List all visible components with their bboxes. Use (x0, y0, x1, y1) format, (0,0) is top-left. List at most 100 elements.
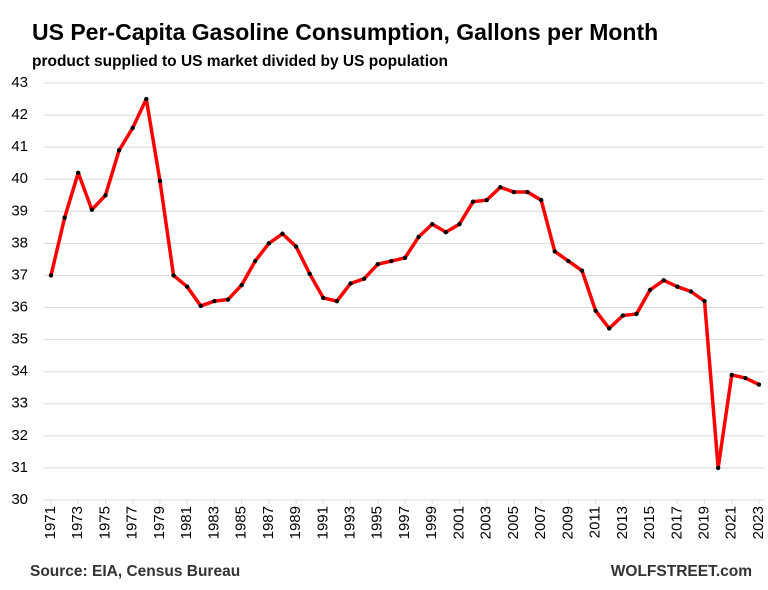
data-point (89, 207, 95, 212)
data-point (538, 197, 544, 203)
data-point (715, 465, 721, 471)
x-tick-label: 2019 (696, 506, 713, 539)
data-point (293, 244, 299, 249)
x-tick-label: 1979 (151, 506, 168, 539)
data-point (48, 273, 54, 278)
x-tick-label: 2011 (587, 506, 604, 538)
y-tick-label: 31 (11, 459, 28, 476)
x-tick-label: 1997 (396, 506, 413, 539)
data-point (348, 281, 353, 286)
data-point (511, 189, 517, 195)
data-point (661, 278, 666, 283)
x-tick-label: 2023 (750, 506, 767, 539)
y-tick-label: 32 (11, 427, 28, 444)
source: Source: EIA, Census Bureau (30, 563, 240, 580)
x-tick-label: 1999 (423, 506, 440, 539)
y-tick-label: 39 (11, 202, 28, 219)
y-tick-label: 42 (11, 106, 28, 123)
data-point (552, 249, 557, 254)
y-tick-label: 41 (11, 138, 28, 155)
data-point (171, 273, 176, 278)
data-point (756, 382, 762, 387)
x-tick-label: 2009 (559, 506, 576, 539)
x-tick-label: 2017 (668, 506, 685, 539)
data-point (375, 262, 380, 267)
data-point (62, 215, 67, 220)
data-point (76, 170, 81, 176)
data-point (361, 276, 367, 281)
data-point (321, 295, 326, 301)
data-point (743, 375, 748, 381)
data-point (130, 125, 135, 131)
y-tick-label: 40 (11, 170, 28, 187)
data-point (647, 287, 653, 293)
brand: WOLFSTREET.com (611, 563, 752, 580)
x-tick-label: 1989 (287, 506, 304, 539)
data-point (225, 297, 231, 302)
data-point (103, 193, 108, 198)
x-tick-label: 1973 (69, 506, 86, 539)
x-tick-label: 1981 (178, 506, 195, 539)
data-point (253, 258, 258, 264)
x-tick-label: 2013 (614, 506, 631, 539)
y-tick-label: 38 (11, 234, 28, 251)
data-point (729, 372, 734, 378)
data-point (498, 185, 503, 190)
data-point (525, 189, 530, 195)
y-tick-label: 34 (11, 363, 28, 380)
data-point (144, 96, 149, 102)
y-tick-label: 30 (11, 491, 28, 508)
data-point (307, 271, 312, 277)
data-point (430, 221, 435, 227)
data-point (184, 284, 190, 289)
x-tick-label: 1987 (260, 506, 277, 539)
data-point (688, 289, 694, 294)
x-tick-label: 1995 (369, 506, 386, 539)
x-tick-label: 1977 (124, 506, 141, 539)
data-point (266, 241, 272, 246)
x-tick-label: 2015 (641, 506, 658, 539)
y-tick-label: 33 (11, 395, 28, 412)
data-point (579, 268, 585, 273)
x-tick-label: 1985 (233, 506, 250, 539)
x-tick-label: 2021 (723, 506, 740, 539)
data-point (402, 255, 408, 261)
data-point (334, 298, 340, 304)
data-point (620, 313, 626, 318)
y-tick-label: 35 (11, 331, 28, 348)
data-point (416, 234, 421, 240)
data-point (157, 178, 163, 184)
x-tick-label: 2003 (478, 506, 495, 539)
data-point (280, 231, 285, 236)
x-tick-label: 1971 (42, 506, 59, 539)
x-tick-label: 2005 (505, 506, 522, 539)
data-point (212, 298, 217, 304)
x-tick-label: 1991 (314, 506, 331, 539)
data-point (470, 199, 476, 204)
data-point (239, 282, 244, 288)
data-point (593, 308, 598, 313)
chart-title: US Per-Capita Gasoline Consumption, Gall… (32, 19, 658, 45)
x-tick-label: 1983 (205, 506, 222, 539)
data-point (198, 303, 203, 309)
data-point (116, 148, 122, 153)
data-point (702, 298, 707, 304)
data-point (457, 221, 462, 227)
data-point (566, 258, 571, 264)
x-tick-label: 2001 (450, 506, 467, 539)
y-tick-label: 37 (11, 266, 28, 283)
data-point (634, 311, 639, 317)
data-point (389, 258, 394, 264)
x-tick-label: 1975 (96, 506, 113, 539)
data-point (484, 197, 489, 203)
data-point (675, 284, 680, 289)
y-tick-label: 36 (11, 299, 28, 316)
data-point (443, 229, 449, 235)
chart-subtitle: product supplied to US market divided by… (32, 53, 448, 70)
y-tick-label: 43 (11, 74, 28, 91)
data-line (49, 97, 760, 470)
x-tick-label: 1993 (342, 506, 359, 539)
data-point (607, 326, 612, 331)
x-tick-label: 2007 (532, 506, 549, 539)
